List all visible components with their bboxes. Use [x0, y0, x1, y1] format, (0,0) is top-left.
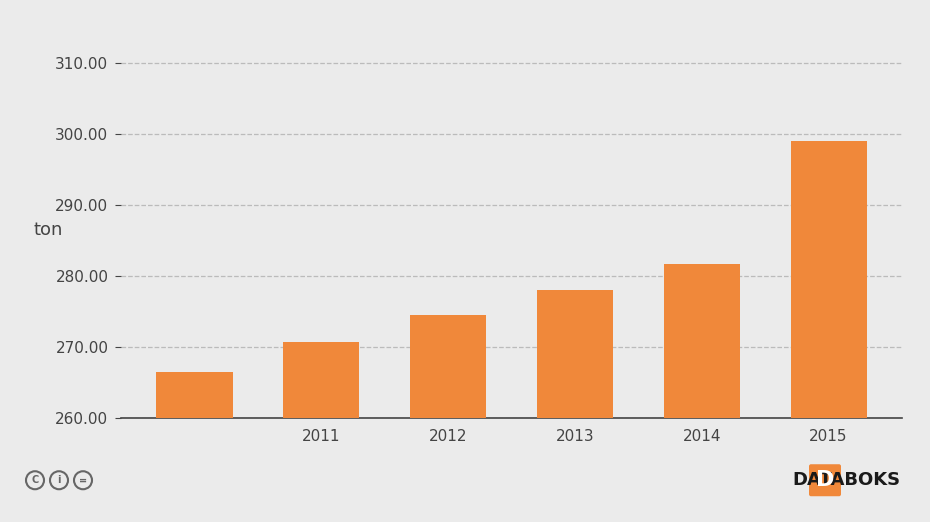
Bar: [790, 141, 867, 418]
Bar: [537, 290, 613, 418]
Bar: [410, 315, 486, 418]
Y-axis label: ton: ton: [33, 221, 63, 239]
Bar: [664, 264, 739, 418]
Text: DATABOKS: DATABOKS: [791, 471, 900, 489]
Text: i: i: [58, 475, 60, 485]
Bar: [284, 342, 359, 418]
Text: C: C: [32, 475, 39, 485]
Text: D: D: [816, 470, 834, 490]
Text: =: =: [79, 475, 87, 485]
FancyBboxPatch shape: [809, 464, 841, 496]
Bar: [156, 372, 232, 418]
